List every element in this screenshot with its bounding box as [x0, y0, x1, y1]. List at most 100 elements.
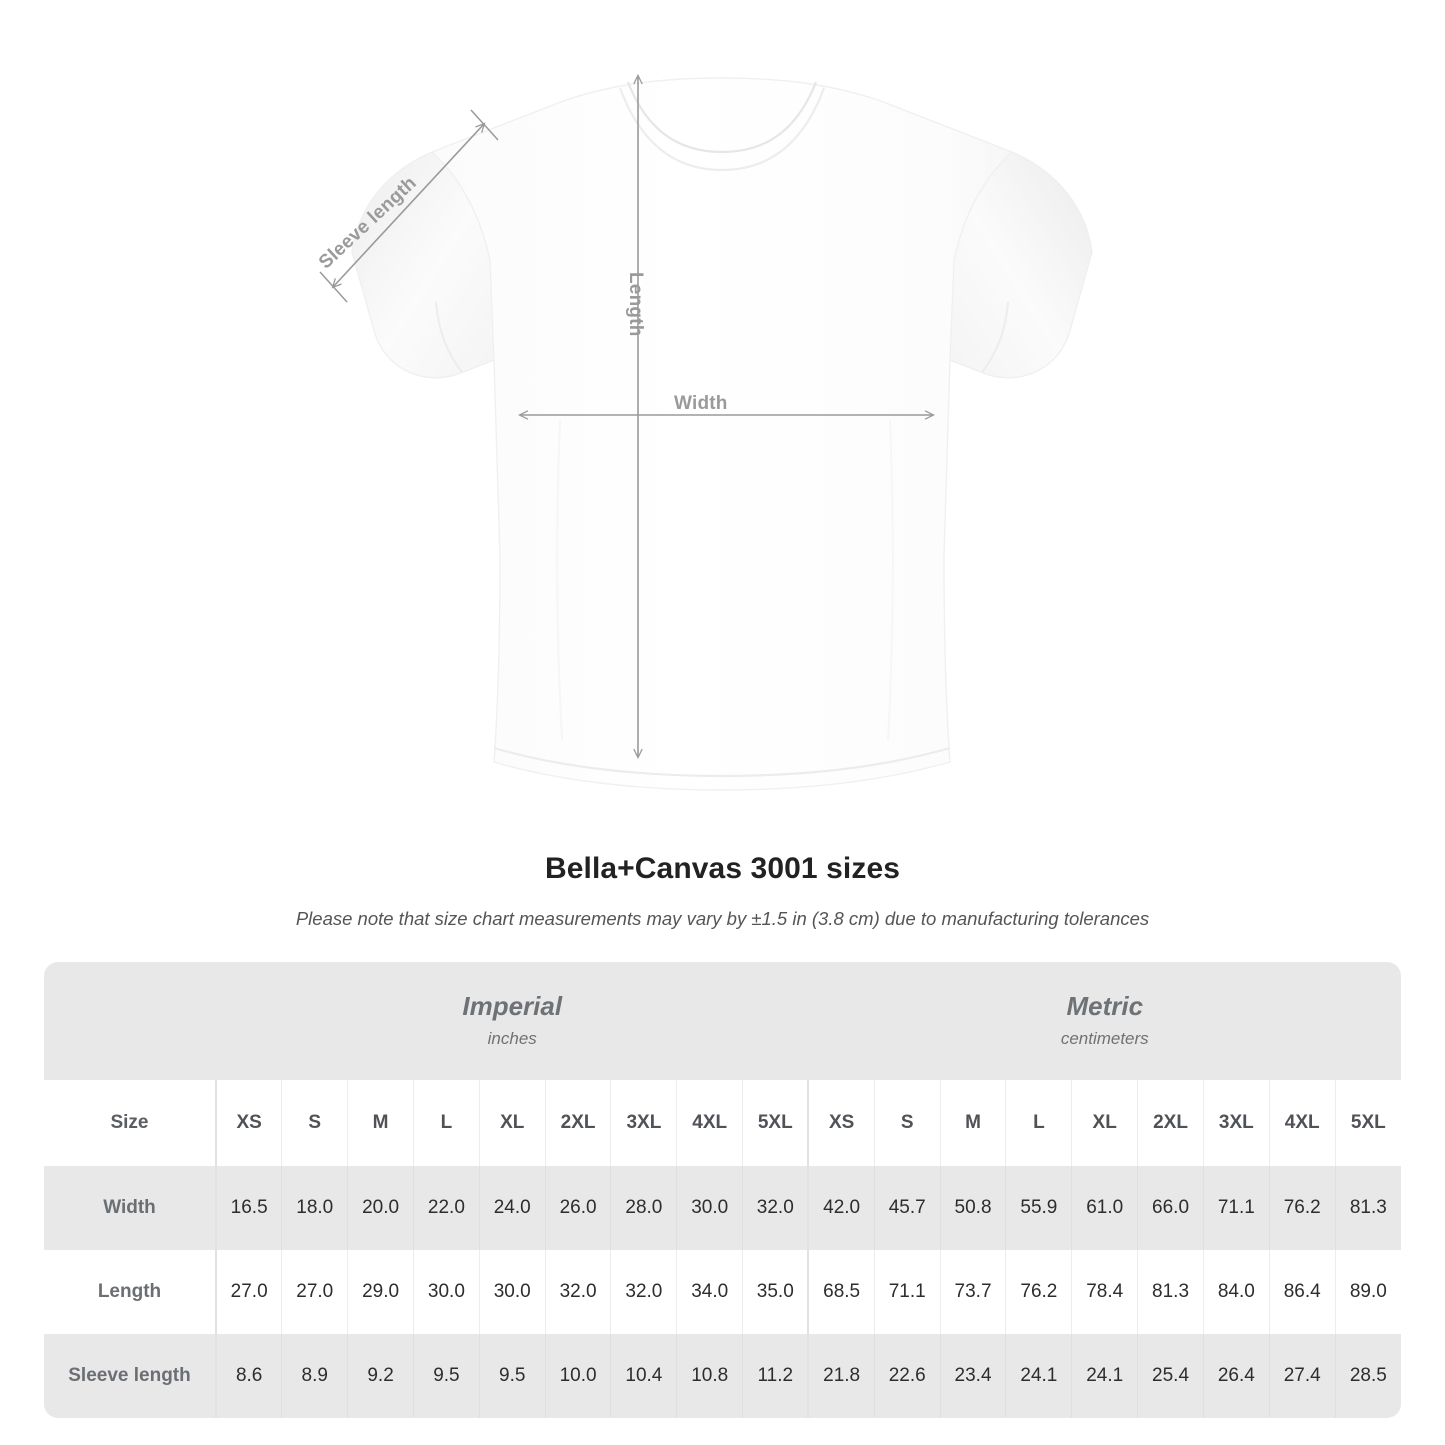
- tshirt-measurement-diagram: Width Length Sleeve length: [315, 0, 1093, 791]
- cell-length-s-imperial: 27.0: [281, 1250, 348, 1334]
- cell-width-s-metric: 45.7: [873, 1166, 941, 1250]
- cell-width-l-metric: 55.9: [1005, 1166, 1072, 1250]
- cell-width-3xl-imperial: 28.0: [610, 1166, 677, 1250]
- cell-sleeve-length-m-metric: 23.4: [939, 1334, 1006, 1418]
- size-header-row: Size XS S M L XL 2XL 3XL 4XL 5XL XS S M L XL 2XL 3XL 4XL 5…: [44, 1080, 1402, 1166]
- size-header-3xl-imperial: 3XL: [610, 1080, 677, 1166]
- table-row: Length 27.0 27.0 29.0 30.0 30.0 32.0 32.0 34.0 35…: [44, 1250, 1402, 1334]
- size-header-xl-metric: XL: [1071, 1080, 1138, 1166]
- table-row: Width 16.5 18.0 20.0 22.0 24.0 26.0 28.0 30.0 32.…: [44, 1166, 1402, 1250]
- unit-group-unit: centimeters: [1060, 1029, 1149, 1049]
- tshirt-illustration: [319, 0, 1093, 791]
- size-header-2xl-imperial: 2XL: [544, 1080, 611, 1166]
- cell-width-4xl-metric: 76.2: [1268, 1166, 1336, 1250]
- cell-sleeve-length-xl-metric: 24.1: [1071, 1334, 1138, 1418]
- row-label-width: Width: [44, 1166, 216, 1250]
- cell-width-l-imperial: 22.0: [412, 1166, 480, 1250]
- unit-header-spacer: [44, 962, 216, 1080]
- cell-width-xs-metric: 42.0: [807, 1166, 875, 1250]
- cell-sleeve-length-3xl-imperial: 10.4: [610, 1334, 677, 1418]
- size-table: Imperial inches Metric centimeters Size XS S M L…: [44, 962, 1402, 1418]
- unit-group-imperial: Imperial inches: [216, 962, 809, 1080]
- size-header-m-metric: M: [939, 1080, 1006, 1166]
- unit-group-unit: inches: [487, 1029, 537, 1049]
- row-label-length: Length: [44, 1250, 216, 1334]
- size-column-header: Size: [44, 1080, 216, 1166]
- width-label: Width: [674, 393, 728, 414]
- cell-width-3xl-metric: 71.1: [1202, 1166, 1270, 1250]
- cell-length-4xl-metric: 86.4: [1268, 1250, 1336, 1334]
- cell-length-l-imperial: 30.0: [412, 1250, 480, 1334]
- sleeve-arrow: [333, 124, 484, 287]
- cell-length-xl-imperial: 30.0: [478, 1250, 546, 1334]
- cell-width-m-imperial: 20.0: [347, 1166, 414, 1250]
- cell-width-2xl-imperial: 26.0: [544, 1166, 611, 1250]
- table-row: Sleeve length 8.6 8.9 9.2 9.5 9.5 10.0 10.4 10.8…: [44, 1334, 1402, 1418]
- cell-width-xs-imperial: 16.5: [215, 1166, 282, 1250]
- cell-sleeve-length-5xl-metric: 28.5: [1334, 1334, 1402, 1418]
- cell-length-3xl-imperial: 32.0: [610, 1250, 677, 1334]
- size-header-l-imperial: L: [412, 1080, 480, 1166]
- tolerance-note: Please note that size chart measurements…: [295, 908, 1150, 929]
- cell-length-xs-metric: 68.5: [807, 1250, 875, 1334]
- size-header-4xl-imperial: 4XL: [676, 1080, 743, 1166]
- row-label-sleeve-length: Sleeve length: [44, 1334, 216, 1418]
- cell-width-xl-metric: 61.0: [1071, 1166, 1138, 1250]
- cell-width-m-metric: 50.8: [939, 1166, 1006, 1250]
- cell-length-s-metric: 71.1: [873, 1250, 941, 1334]
- title-block: Bella+Canvas 3001 sizes Please note that…: [0, 852, 1445, 930]
- size-header-xs-imperial: XS: [215, 1080, 282, 1166]
- cell-length-l-metric: 76.2: [1005, 1250, 1072, 1334]
- page-title: Bella+Canvas 3001 sizes: [544, 852, 901, 885]
- size-header-5xl-imperial: 5XL: [742, 1080, 809, 1166]
- cell-length-5xl-metric: 89.0: [1334, 1250, 1402, 1334]
- size-header-2xl-metric: 2XL: [1137, 1080, 1204, 1166]
- size-header-l-metric: L: [1005, 1080, 1072, 1166]
- cell-width-4xl-imperial: 30.0: [676, 1166, 743, 1250]
- cell-sleeve-length-2xl-metric: 25.4: [1137, 1334, 1204, 1418]
- cell-sleeve-length-5xl-imperial: 11.2: [742, 1334, 809, 1418]
- sleeve-cap-start: [319, 271, 348, 303]
- cell-length-m-metric: 73.7: [939, 1250, 1006, 1334]
- cell-length-5xl-imperial: 35.0: [742, 1250, 809, 1334]
- cell-width-5xl-metric: 81.3: [1334, 1166, 1402, 1250]
- tshirt-shape: [351, 77, 1093, 791]
- cell-length-2xl-imperial: 32.0: [544, 1250, 611, 1334]
- cell-sleeve-length-4xl-metric: 27.4: [1268, 1334, 1336, 1418]
- cell-sleeve-length-s-imperial: 8.9: [281, 1334, 348, 1418]
- length-label: Length: [625, 272, 646, 337]
- cell-sleeve-length-2xl-imperial: 10.0: [544, 1334, 611, 1418]
- cell-sleeve-length-3xl-metric: 26.4: [1202, 1334, 1270, 1418]
- size-header-3xl-metric: 3XL: [1202, 1080, 1270, 1166]
- size-header-xl-imperial: XL: [478, 1080, 546, 1166]
- size-header-s-metric: S: [873, 1080, 941, 1166]
- cell-sleeve-length-xl-imperial: 9.5: [478, 1334, 546, 1418]
- cell-length-4xl-imperial: 34.0: [676, 1250, 743, 1334]
- cell-sleeve-length-s-metric: 22.6: [873, 1334, 941, 1418]
- cell-width-2xl-metric: 66.0: [1137, 1166, 1204, 1250]
- unit-group-header-row: Imperial inches Metric centimeters: [44, 962, 1402, 1080]
- cell-length-xl-metric: 78.4: [1071, 1250, 1138, 1334]
- cell-width-5xl-imperial: 32.0: [742, 1166, 809, 1250]
- size-header-5xl-metric: 5XL: [1334, 1080, 1402, 1166]
- cell-sleeve-length-m-imperial: 9.2: [347, 1334, 414, 1418]
- cell-sleeve-length-l-imperial: 9.5: [412, 1334, 480, 1418]
- size-header-xs-metric: XS: [807, 1080, 875, 1166]
- cell-sleeve-length-xs-imperial: 8.6: [215, 1334, 282, 1418]
- cell-sleeve-length-xs-metric: 21.8: [807, 1334, 875, 1418]
- size-header-m-imperial: M: [347, 1080, 414, 1166]
- cell-length-3xl-metric: 84.0: [1202, 1250, 1270, 1334]
- size-header-4xl-metric: 4XL: [1268, 1080, 1336, 1166]
- size-header-s-imperial: S: [281, 1080, 348, 1166]
- unit-group-name: Imperial: [462, 990, 563, 1021]
- unit-group-metric: Metric centimeters: [808, 962, 1402, 1080]
- cell-length-m-imperial: 29.0: [347, 1250, 414, 1334]
- cell-width-s-imperial: 18.0: [281, 1166, 348, 1250]
- sleeve-cap-end: [470, 109, 499, 141]
- measurement-arrows: [319, 76, 933, 757]
- cell-width-xl-imperial: 24.0: [478, 1166, 546, 1250]
- unit-group-name: Metric: [1066, 990, 1144, 1021]
- cell-length-xs-imperial: 27.0: [215, 1250, 282, 1334]
- size-table-container: Imperial inches Metric centimeters Size XS S M L…: [44, 962, 1402, 1418]
